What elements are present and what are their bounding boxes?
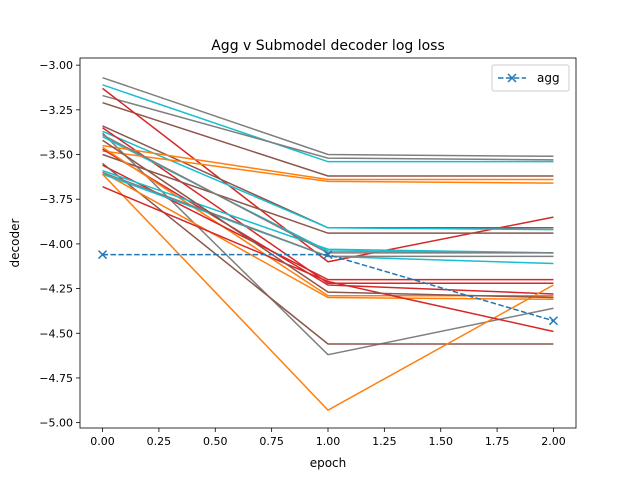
- chart-title: Agg v Submodel decoder log loss: [211, 38, 445, 54]
- legend: agg: [491, 64, 570, 92]
- series-lines: [98, 76, 558, 412]
- y-tick-label: −5.00: [39, 417, 73, 430]
- y-tick-label: −3.50: [39, 149, 73, 162]
- series-line-1: [102, 76, 554, 158]
- series-line-17: [102, 162, 554, 345]
- series-line-4: [102, 101, 554, 177]
- y-tick-label: −4.50: [39, 327, 73, 340]
- x-tick-label: 1.25: [372, 435, 397, 448]
- y-tick-label: −4.25: [39, 283, 73, 296]
- series-line-20: [102, 173, 554, 265]
- series-line-3: [102, 94, 554, 161]
- x-tick-label: 0.75: [259, 435, 284, 448]
- x-tick-label: 0.00: [90, 435, 115, 448]
- series-line-agg: [102, 253, 554, 322]
- y-tick-label: −4.00: [39, 238, 73, 251]
- legend-box: [491, 64, 570, 92]
- legend-label-agg: agg: [537, 71, 560, 85]
- x-axis-label: epoch: [310, 456, 347, 470]
- x-tick-label: 0.50: [203, 435, 228, 448]
- series-line-12: [102, 150, 554, 184]
- y-tick-label: −3.00: [39, 59, 73, 72]
- series-line-14: [102, 153, 554, 234]
- x-tick-label: 1.50: [428, 435, 453, 448]
- x-tick-label: 1.75: [485, 435, 510, 448]
- y-tick-label: −4.75: [39, 372, 73, 385]
- x-tick-label: 2.00: [541, 435, 566, 448]
- y-tick-label: −3.75: [39, 193, 73, 206]
- series-line-23: [102, 186, 554, 333]
- series-line-13: [102, 148, 554, 295]
- series-line-2: [102, 84, 554, 163]
- x-tick-label: 1.00: [316, 435, 341, 448]
- series-line-7: [102, 130, 554, 231]
- series-line-25: [102, 139, 554, 299]
- series-line-9: [102, 132, 554, 356]
- series-line-5: [102, 87, 554, 263]
- legend-marker-agg: [507, 73, 517, 83]
- series-line-16: [102, 164, 554, 281]
- x-tick-label: 0.25: [147, 435, 172, 448]
- series-line-21: [102, 173, 554, 412]
- series-line-24: [102, 134, 554, 254]
- series-line-22: [102, 171, 554, 258]
- y-tick-label: −3.25: [39, 104, 73, 117]
- plot-frame: [79, 57, 577, 429]
- series-line-11: [102, 144, 554, 181]
- series-line-18: [102, 169, 554, 254]
- y-axis-ticks: −3.00 −3.25 −3.50 −3.75 −4.00 −4.25 −4.50 −4.75…: [39, 59, 80, 430]
- marker-agg-2: [548, 316, 558, 326]
- y-axis-label: decoder: [8, 218, 22, 267]
- marker-agg-1: [323, 250, 333, 260]
- x-axis-ticks: 0.00 0.25 0.50 0.75 1.00 1.25 1.50 1.75 2.00: [90, 428, 566, 448]
- series-line-8: [102, 127, 554, 284]
- marker-agg-0: [98, 250, 108, 260]
